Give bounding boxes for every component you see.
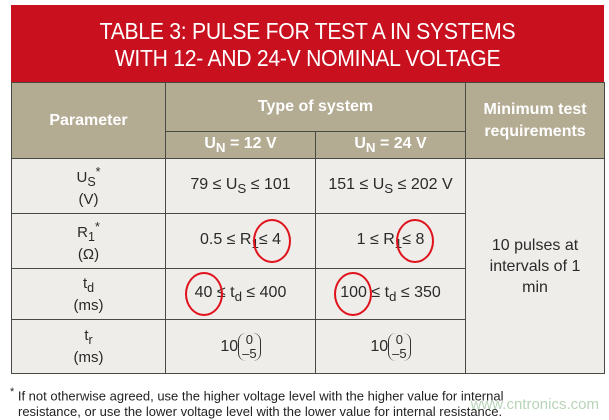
param-us: US* (V) [11, 158, 166, 214]
param-tr: tr (ms) [11, 319, 166, 374]
tr-12: 10 0 –5 [165, 319, 316, 374]
header-parameter: Parameter [11, 82, 166, 159]
highlight-circle: 40 [184, 271, 223, 316]
us-24: 151 ≤ US ≤ 202 V [314, 158, 467, 214]
pulse-table: Parameter Type of system Minimum test re… [11, 82, 606, 374]
watermark: www.cntronics.com [470, 396, 599, 413]
requirement-cell: 10 pulses at intervals of 1 min [465, 158, 606, 374]
r1-24: 1 ≤ R1 ≤ 8 [314, 213, 467, 269]
header-type-of-system: Type of system [164, 82, 467, 132]
td-12: 40 ≤ td ≤ 400 [165, 268, 316, 320]
header-un-12: UN = 12 V [165, 131, 316, 159]
param-r1: R1* (Ω) [11, 213, 166, 269]
header-minimum: Minimum test requirements [465, 82, 606, 159]
table-row: tr (ms) 10 0 –5 10 0 –5 [11, 319, 605, 374]
td-24: 100 ≤ td ≤ 350 [314, 268, 467, 320]
highlight-circle: ≤ 4 [252, 218, 291, 263]
footnote: * If not otherwise agreed, use the highe… [10, 386, 504, 420]
table-row: td (ms) 40 ≤ td ≤ 400 100 ≤ td ≤ 350 [11, 268, 605, 320]
table-row: US* (V) 79 ≤ US ≤ 101 151 ≤ US ≤ 202 V 10… [11, 158, 606, 374]
r1-12: 0.5 ≤ R1 ≤ 4 [165, 213, 316, 269]
table-title: TABLE 3: PULSE FOR TEST A IN SYSTEMS WIT… [11, 5, 604, 82]
us-12: 79 ≤ US ≤ 101 [165, 158, 316, 214]
highlight-circle: 100 [334, 271, 373, 316]
highlight-circle: ≤ 8 [396, 218, 435, 263]
table-row: R1* (Ω) 0.5 ≤ R1 ≤ 4 1 ≤ R1 ≤ 8 [11, 213, 605, 269]
header-un-24: UN = 24 V [314, 131, 467, 159]
param-td: td (ms) [11, 268, 166, 320]
tr-24: 10 0 –5 [314, 319, 467, 374]
